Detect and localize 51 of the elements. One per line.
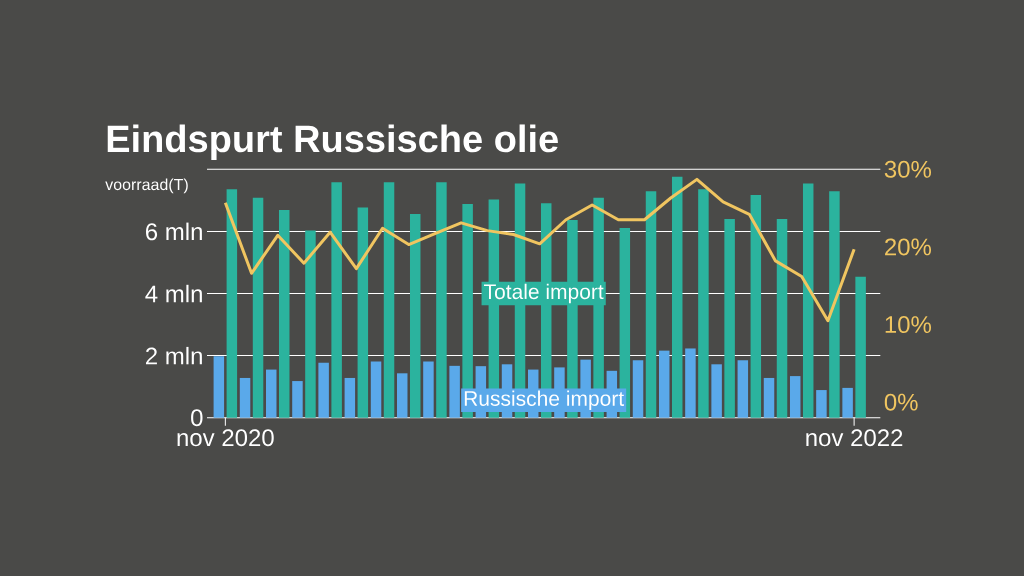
bar: [763, 377, 775, 418]
bar: [239, 377, 251, 418]
bar: [396, 373, 408, 418]
bar: [685, 348, 696, 418]
bar: [318, 362, 329, 418]
bar: [789, 376, 801, 418]
bar: [226, 189, 238, 418]
x-tick-label: nov 2020: [177, 429, 274, 447]
bar: [252, 197, 264, 418]
bar: [331, 182, 342, 418]
bar: [344, 377, 356, 418]
bar: [802, 183, 814, 418]
bar: [750, 195, 762, 418]
bar: [436, 182, 447, 418]
bar: [816, 390, 827, 418]
bar: [776, 218, 788, 418]
series-label: Russische import: [464, 390, 624, 411]
y-axis-title: voorraad(T): [105, 178, 188, 194]
y-tick-label: 2 mln: [145, 346, 202, 365]
x-tick-label: nov 2022: [806, 429, 903, 447]
y-tick-label: 4 mln: [145, 284, 202, 303]
bar: [370, 361, 382, 418]
bar: [645, 191, 657, 418]
y2-tick-label: 0%: [884, 393, 918, 411]
bar: [724, 218, 735, 418]
bar: [213, 356, 225, 418]
bar: [357, 207, 369, 418]
bar: [632, 360, 644, 418]
bar: [423, 361, 434, 418]
bar: [409, 214, 421, 418]
bar: [265, 369, 277, 418]
y-tick-label: 6 mln: [146, 222, 202, 241]
bar: [278, 209, 290, 418]
bar: [842, 387, 853, 418]
y-tick-label: 0: [191, 409, 203, 427]
y2-tick-label: 20%: [885, 238, 932, 256]
bar: [829, 191, 840, 418]
series-label: Totale import: [484, 283, 604, 304]
bar: [383, 182, 395, 418]
y2-tick-label: 30%: [884, 160, 932, 178]
y2-tick-label: 10%: [885, 316, 932, 334]
bar: [737, 360, 749, 418]
chart-title: Eindspurt Russische olie: [107, 124, 558, 160]
bar: [658, 350, 670, 418]
line-series: [223, 177, 856, 323]
bar: [711, 364, 722, 418]
bar: [698, 189, 709, 418]
bar: [671, 176, 683, 418]
bar: [855, 276, 866, 418]
bar: [292, 381, 303, 418]
bar: [305, 230, 316, 418]
